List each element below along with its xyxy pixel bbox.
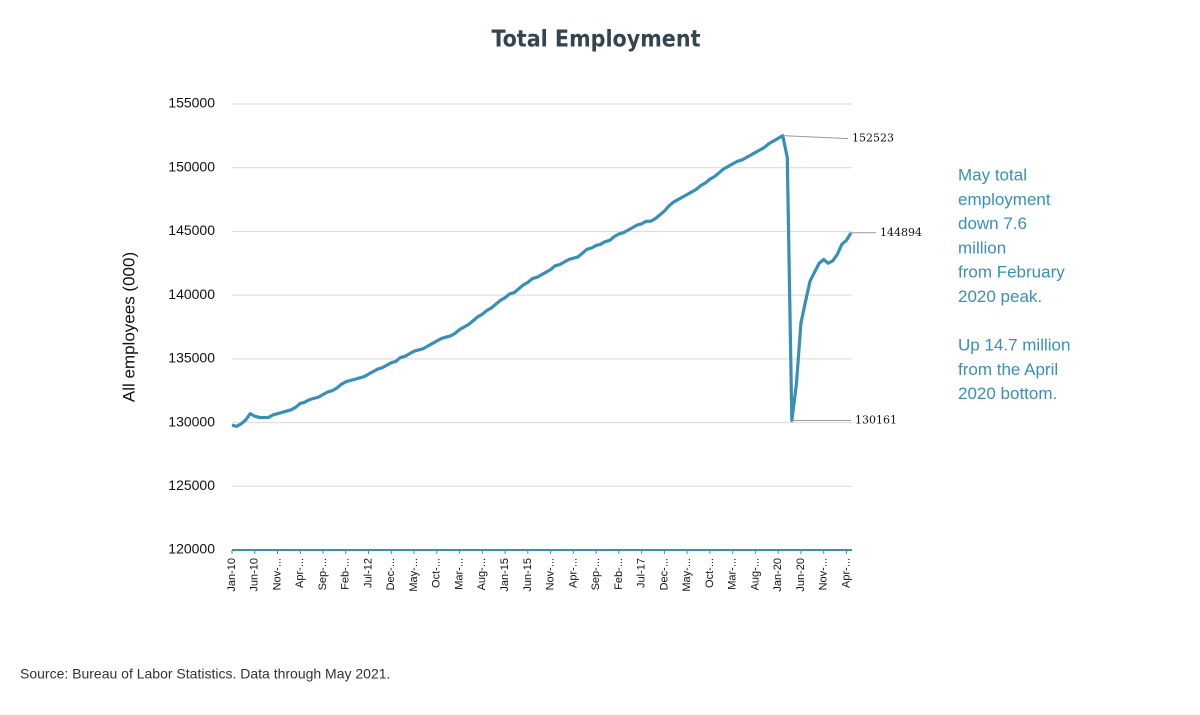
y-tick-label: 120000 (168, 541, 215, 557)
x-tick-label: Jul-12 (362, 558, 374, 588)
x-tick-label: Jul-17 (636, 558, 648, 588)
x-tick-label: Mar-... (727, 558, 739, 590)
x-tick-label: Oct-... (431, 558, 443, 588)
x-tick-label: Jun-10 (249, 558, 261, 592)
x-tick-label: May-... (681, 558, 693, 592)
y-tick-label: 130000 (168, 413, 215, 429)
x-tick-label: Apr-... (294, 558, 306, 588)
note-text: employment (958, 190, 1051, 209)
x-tick-label: Jan-15 (499, 558, 511, 592)
x-tick-label: Sep-... (590, 558, 602, 590)
y-tick-label: 125000 (168, 477, 215, 493)
x-tick-label: Mar-... (453, 558, 465, 590)
x-tick-label: Apr-... (567, 558, 579, 588)
x-tick-label: Apr-... (840, 558, 852, 588)
y-tick-label: 140000 (168, 286, 215, 302)
y-tick-label: 155000 (168, 95, 215, 111)
note-text: Up 14.7 million (958, 336, 1070, 355)
note-text: million (958, 238, 1006, 257)
x-tick-label: Aug-... (476, 558, 488, 590)
chart-title: Total Employment (492, 27, 701, 53)
y-tick-label: 145000 (168, 222, 215, 238)
x-tick-label: Feb-... (340, 558, 352, 590)
data-label: 130161 (855, 414, 897, 427)
x-tick-label: Jan-20 (772, 558, 784, 592)
x-tick-label: Jun-15 (522, 558, 534, 592)
x-tick-label: Feb-... (613, 558, 625, 590)
x-tick-label: Nov-... (545, 558, 557, 590)
note-text: 2020 peak. (958, 287, 1042, 306)
x-tick-label: Nov-... (818, 558, 830, 590)
data-label: 152523 (852, 132, 894, 145)
x-tick-label: May-... (408, 558, 420, 592)
x-tick-label: Sep-... (317, 558, 329, 590)
leader-line (782, 135, 849, 140)
x-tick-label: Nov-... (271, 558, 283, 590)
x-tick-label: Oct-... (704, 558, 716, 588)
note-text: May total (958, 165, 1027, 184)
x-tick-label: Jan-10 (226, 558, 238, 592)
note-text: down 7.6 (958, 214, 1027, 233)
y-axis-label: All employees (000) (119, 252, 138, 402)
note-text: 2020 bottom. (958, 384, 1057, 403)
source: Source: Bureau of Labor Statistics. Data… (20, 666, 390, 682)
y-tick-label: 135000 (168, 350, 215, 366)
y-tick-label: 150000 (168, 158, 215, 174)
x-tick-label: Jun-20 (795, 558, 807, 592)
x-tick-label: Dec-... (385, 558, 397, 590)
line (231, 133, 853, 428)
note-text: from the April (958, 360, 1058, 379)
x-tick-label: Dec-... (658, 558, 670, 590)
x-tick-label: Aug-... (749, 558, 761, 590)
data-label: 144894 (880, 226, 922, 239)
note-text: from February (958, 263, 1065, 282)
